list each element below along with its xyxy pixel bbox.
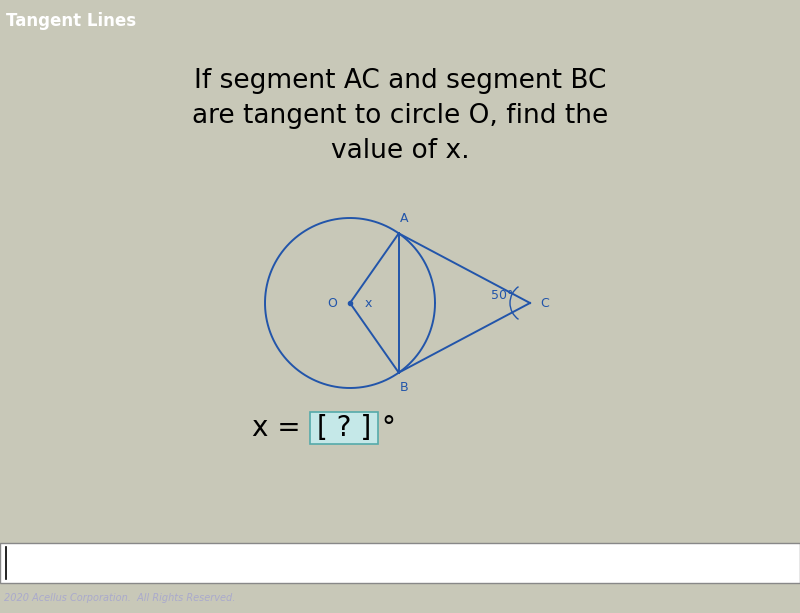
Text: 2020 Acellus Corporation.  All Rights Reserved.: 2020 Acellus Corporation. All Rights Res… <box>4 593 235 603</box>
Text: 50°: 50° <box>491 289 513 302</box>
Text: If segment AC and segment BC
are tangent to circle O, find the
value of x.: If segment AC and segment BC are tangent… <box>192 68 608 164</box>
FancyBboxPatch shape <box>0 543 800 583</box>
Text: Tangent Lines: Tangent Lines <box>6 12 137 30</box>
Text: x: x <box>364 297 372 310</box>
Text: A: A <box>399 212 408 226</box>
Text: [ ? ]: [ ? ] <box>317 414 371 442</box>
Text: B: B <box>399 381 408 394</box>
Text: O: O <box>327 297 337 310</box>
Text: Enter: Enter <box>654 554 698 572</box>
Text: C: C <box>540 297 549 310</box>
Text: °: ° <box>381 414 395 442</box>
Text: x =: x = <box>253 414 310 442</box>
Bar <box>310 412 378 444</box>
